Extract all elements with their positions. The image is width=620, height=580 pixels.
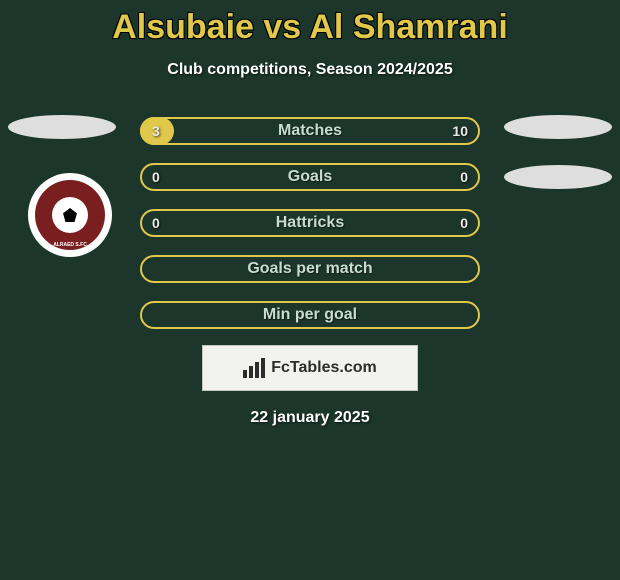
stat-left-value: 0 [152,169,160,185]
stats-area: ALRAED S.FC 3 10 Matches 0 0 Goals 0 0 Hattricks… [0,117,620,329]
branding-text: FcTables.com [271,359,377,377]
stat-left-value: 0 [152,215,160,231]
stat-label: Min per goal [263,306,357,324]
stat-left-value: 3 [152,123,160,139]
branding-badge: FcTables.com [202,345,418,391]
stat-right-value: 0 [460,169,468,185]
stat-label: Goals [288,168,332,186]
soccer-ball-icon [52,197,88,233]
stat-rows: 3 10 Matches 0 0 Goals 0 0 Hattricks Goals per ma… [140,117,480,329]
comparison-title: Alsubaie vs Al Shamrani [112,8,508,47]
comparison-subtitle: Club competitions, Season 2024/2025 [167,61,452,79]
stat-label: Goals per match [247,260,372,278]
stat-label: Matches [278,122,342,140]
stat-label: Hattricks [276,214,344,232]
club-badge-inner: ALRAED S.FC [35,180,105,250]
stat-row: 0 0 Hattricks [140,209,480,237]
stat-row: Min per goal [140,301,480,329]
club-badge: ALRAED S.FC [28,173,112,257]
stat-right-value: 10 [452,123,468,139]
stat-row: 0 0 Goals [140,163,480,191]
player-left-photo-placeholder [8,115,116,139]
club-badge-label: ALRAED S.FC [53,242,87,248]
player-right-photo-placeholder-2 [504,165,612,189]
stat-right-value: 0 [460,215,468,231]
player-right-photo-placeholder [504,115,612,139]
bar-chart-icon [243,358,265,378]
stat-row: Goals per match [140,255,480,283]
stat-row: 3 10 Matches [140,117,480,145]
date-line: 22 january 2025 [250,409,369,427]
